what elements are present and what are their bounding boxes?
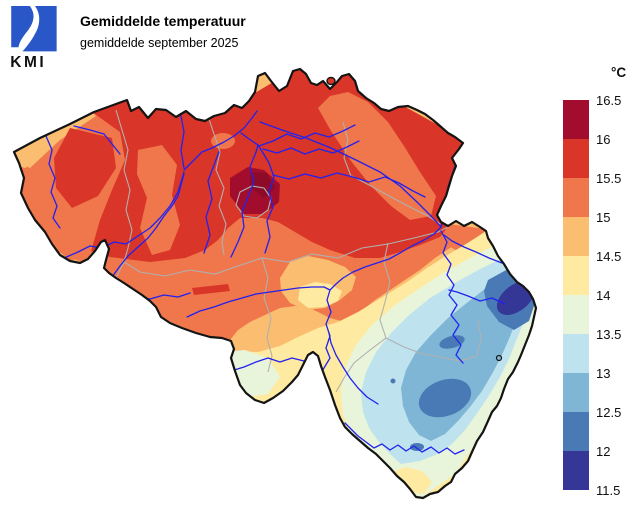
- river-vesdre: [443, 234, 503, 264]
- river-leie: [63, 171, 185, 259]
- fill-orange-ghent-band: [137, 145, 180, 255]
- province-line: [207, 115, 227, 256]
- legend-swatch: [563, 295, 589, 334]
- legend-colorbar: °C 16.5 16 15.5 15 14.5 14 13.5 13 12.5 …: [563, 65, 626, 498]
- province-line: [342, 121, 352, 177]
- province-line: [379, 242, 391, 339]
- fill-red-westflanders-blob: [54, 128, 116, 208]
- fill-blue-bastogne: [418, 378, 472, 418]
- river-albert-canal: [259, 121, 442, 228]
- temperature-fill-regions: [14, 69, 536, 498]
- river-scheldt-upper: [111, 173, 185, 278]
- fill-blue-small-2: [410, 443, 424, 451]
- fill-blue-dot: [390, 378, 396, 384]
- river-lesse: [328, 332, 379, 405]
- river-demer: [272, 172, 426, 198]
- legend-tick: 12: [596, 444, 610, 459]
- baarle-hertog-enclave: [326, 76, 336, 86]
- border-enclave-speck: [495, 354, 503, 362]
- kmi-logo: KMI: [10, 6, 57, 70]
- river-grote-nete: [262, 140, 360, 155]
- river-sambre: [186, 286, 331, 318]
- brussels-region-boundary: [235, 185, 272, 219]
- legend-tick: 16.5: [596, 93, 621, 108]
- legend-tick: 14.5: [596, 249, 621, 264]
- fill-blue-small-1: [439, 335, 465, 349]
- legend-unit-label: °C: [611, 65, 626, 80]
- province-line: [335, 337, 387, 393]
- river-dijle: [257, 144, 275, 254]
- legend-swatch: [563, 412, 589, 451]
- river-coastal-canal: [73, 125, 121, 155]
- kmi-logo-glyph: [11, 6, 57, 52]
- kmi-logo-text: KMI: [10, 54, 46, 70]
- legend-tick: 13.5: [596, 327, 621, 342]
- river-rupel: [240, 132, 259, 146]
- legend-swatch: [563, 100, 589, 139]
- river-senne: [230, 144, 259, 258]
- legend-tick: 13: [596, 366, 610, 381]
- river-ambleve: [448, 289, 506, 305]
- province-line: [123, 226, 449, 277]
- fill-lightorange-coast-strip: [14, 110, 96, 168]
- legend-tick: 15.5: [596, 171, 621, 186]
- fill-red-charleroi-dash: [192, 284, 230, 295]
- river-yser: [45, 135, 61, 229]
- river-ourthe: [440, 230, 464, 364]
- province-boundaries: [115, 109, 482, 393]
- fill-paleyellow-gaume-tip: [385, 467, 432, 494]
- legend-tick: 11.5: [596, 483, 620, 498]
- legend-tick: 14: [596, 288, 610, 303]
- legend-swatch: [563, 178, 589, 217]
- legend-swatch: [563, 334, 589, 373]
- legend-swatch: [563, 373, 589, 412]
- rivers: [45, 110, 506, 455]
- page-subtitle: gemiddelde september 2025: [80, 36, 239, 50]
- legend-swatch: [563, 217, 589, 256]
- province-line: [115, 109, 133, 279]
- page-title: Gemiddelde temperatuur: [80, 13, 246, 29]
- legend-swatch: [563, 451, 589, 490]
- province-line: [385, 319, 482, 362]
- river-semois: [344, 422, 465, 455]
- river-dender: [203, 151, 220, 254]
- belgium-border: [12, 67, 538, 500]
- province-line: [351, 175, 441, 225]
- river-kleine-nete: [258, 124, 356, 147]
- legend-tick: 12.5: [596, 405, 621, 420]
- river-scheldt-lower: [183, 110, 258, 171]
- legend-tick: 16: [596, 132, 610, 147]
- legend-tick: 15: [596, 210, 610, 225]
- river-ghent-canal: [180, 115, 185, 169]
- legend-swatch: [563, 256, 589, 295]
- province-line: [261, 257, 273, 373]
- legend-swatch: [563, 139, 589, 178]
